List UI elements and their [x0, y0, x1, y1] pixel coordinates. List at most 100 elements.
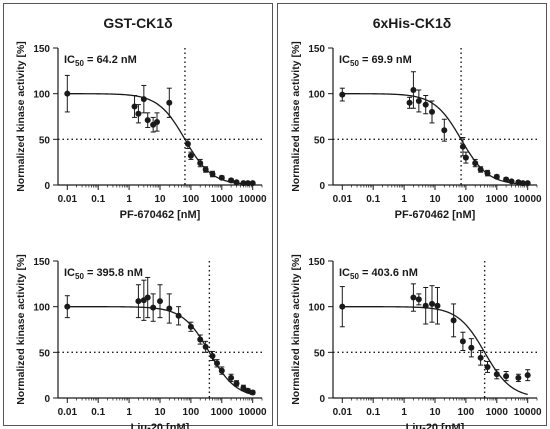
y-tick-label: 150 — [33, 257, 50, 268]
data-point — [508, 178, 515, 185]
data-point — [503, 176, 510, 183]
data-point — [64, 303, 71, 310]
y-tick-label: 100 — [308, 90, 325, 101]
data-point — [484, 363, 491, 370]
x-axis-label: PF-670462 [nM] — [395, 209, 476, 221]
chart-6xhis-liu20: 0 50 100 150 0.01 0.1 1 10 100 1000 10000 Liu-20 [n… — [290, 254, 542, 429]
y-tick-label: 100 — [33, 90, 50, 101]
data-point — [135, 298, 142, 305]
y-tick-label: 0 — [319, 394, 325, 405]
data-point — [209, 352, 216, 359]
chart-6xhis-pf670462: 0 50 100 150 0.01 0.1 1 10 100 1000 10000 PF-670462… — [290, 41, 542, 221]
data-point — [166, 305, 173, 312]
x-tick-label: 0.1 — [91, 407, 105, 418]
data-point — [197, 160, 204, 167]
data-point — [202, 166, 209, 173]
fit-curve — [67, 306, 253, 396]
y-tick-label: 100 — [33, 303, 50, 314]
x-axis-label: Liu-20 [nM] — [131, 422, 190, 429]
x-tick-label: 10 — [154, 407, 166, 418]
data-point — [209, 171, 216, 178]
data-point — [415, 97, 422, 104]
data-point — [135, 110, 142, 117]
x-tick-label: 0.1 — [366, 407, 380, 418]
x-tick-label: 1000 — [486, 407, 509, 418]
data-point — [166, 99, 173, 106]
data-point — [524, 372, 531, 379]
data-point — [477, 354, 484, 361]
ic50-annotation: IC50 = 403.6 nM — [339, 267, 418, 281]
data-point — [244, 387, 251, 394]
data-point — [422, 101, 429, 108]
data-point — [175, 312, 182, 319]
y-axis-label: Normalized kinase activity [%] — [15, 41, 27, 192]
data-point — [218, 367, 225, 374]
y-tick-label: 0 — [319, 181, 325, 192]
data-point — [228, 177, 235, 184]
data-point — [197, 336, 204, 343]
ic50-annotation: IC50 = 395.8 nM — [64, 267, 143, 281]
ic50-annotation: IC50 = 69.9 nM — [339, 54, 412, 68]
x-tick-label: 100 — [183, 407, 200, 418]
data-point — [244, 180, 251, 187]
panel-title: 6xHis-CK1δ — [372, 15, 452, 31]
data-point — [240, 180, 247, 187]
x-tick-label: 1000 — [486, 194, 509, 205]
y-tick-label: 50 — [39, 135, 51, 146]
data-point — [429, 108, 436, 115]
x-tick-label: 10000 — [239, 407, 267, 418]
data-point — [450, 317, 457, 324]
data-point — [429, 300, 436, 307]
panel-gst-ck1d: GST-CK1δ — [3, 3, 273, 426]
fit-curve — [342, 306, 528, 396]
data-point — [64, 90, 71, 97]
data-point — [503, 373, 510, 380]
x-tick-label: 0.01 — [58, 407, 78, 418]
chart-gst-pf670462: 0 50 100 150 0.01 0.1 1 10 100 1000 10000 PF-670462… — [15, 41, 267, 221]
data-point — [493, 173, 500, 180]
x-tick-label: 100 — [458, 407, 475, 418]
data-point — [249, 389, 256, 396]
x-tick-label: 10000 — [514, 194, 542, 205]
x-tick-label: 1 — [126, 407, 132, 418]
x-tick-label: 0.1 — [366, 194, 380, 205]
data-point — [144, 117, 151, 124]
x-tick-label: 1000 — [211, 194, 234, 205]
y-tick-label: 50 — [39, 348, 51, 359]
chart-gst-liu20: 0 50 100 150 0.01 0.1 1 10 100 1000 10000 Liu-20 [n… — [15, 254, 267, 429]
panel-title: GST-CK1δ — [103, 15, 173, 31]
y-tick-label: 50 — [314, 348, 326, 359]
data-point — [187, 152, 194, 159]
data-point — [515, 374, 522, 381]
data-point — [410, 294, 417, 301]
data-point — [477, 166, 484, 173]
data-point — [240, 384, 247, 391]
x-tick-label: 10000 — [239, 194, 267, 205]
x-axis-label: PF-670462 [nM] — [120, 209, 201, 221]
y-tick-label: 150 — [308, 44, 325, 55]
data-point — [515, 179, 522, 186]
x-tick-label: 0.01 — [58, 194, 78, 205]
data-point — [184, 140, 191, 147]
data-point — [524, 180, 531, 187]
y-tick-label: 50 — [314, 135, 326, 146]
x-tick-label: 1 — [401, 407, 407, 418]
data-point — [233, 380, 240, 387]
x-axis-label: Liu-20 [nM] — [406, 422, 465, 429]
data-point — [459, 338, 466, 345]
x-tick-label: 1000 — [211, 407, 234, 418]
data-point — [339, 91, 346, 98]
x-tick-label: 1 — [401, 194, 407, 205]
data-point — [140, 96, 147, 103]
data-point — [144, 294, 151, 301]
data-point — [484, 170, 491, 177]
data-point — [249, 180, 256, 187]
x-tick-label: 100 — [183, 194, 200, 205]
y-axis-label: Normalized kinase activity [%] — [290, 254, 302, 405]
data-point — [434, 302, 441, 309]
data-point — [339, 303, 346, 310]
data-point — [422, 302, 429, 309]
x-tick-label: 0.01 — [333, 407, 353, 418]
x-tick-label: 0.1 — [91, 194, 105, 205]
data-point — [218, 174, 225, 181]
